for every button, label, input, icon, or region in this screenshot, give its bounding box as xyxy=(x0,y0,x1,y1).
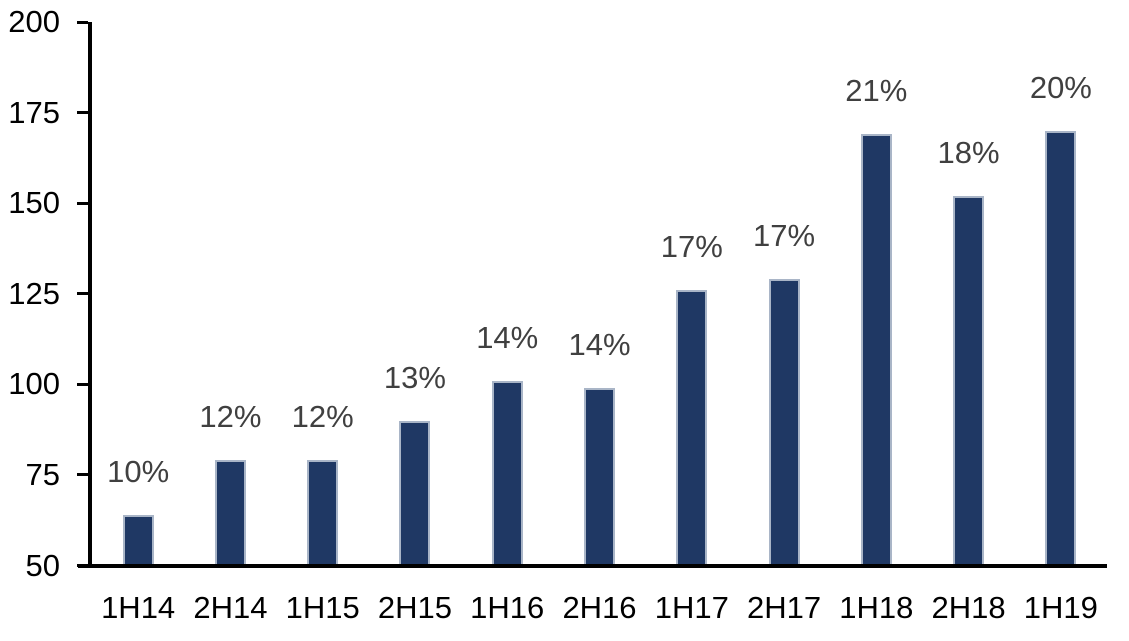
bar-1h17 xyxy=(676,290,708,566)
x-axis-label-2h15: 2H15 xyxy=(377,590,452,625)
data-label-1h16: 14% xyxy=(476,319,539,355)
bar-2h14 xyxy=(214,460,246,566)
x-axis-line xyxy=(78,563,1107,568)
x-axis-label-1h15: 1H15 xyxy=(285,590,360,625)
y-axis-tick-label: 125 xyxy=(8,275,60,311)
data-label-1h14: 10% xyxy=(107,453,170,489)
y-axis-tick xyxy=(77,292,88,296)
y-axis-tick-label: 100 xyxy=(8,366,60,402)
y-axis-tick-label: 50 xyxy=(25,547,60,583)
data-label-1h17: 17% xyxy=(660,229,723,265)
bar-1h14 xyxy=(122,514,154,566)
bar-2h17 xyxy=(768,279,800,566)
data-label-1h15: 12% xyxy=(291,399,354,435)
data-label-2h18: 18% xyxy=(937,134,1000,170)
bar-2h16 xyxy=(584,387,615,566)
data-label-2h17: 17% xyxy=(753,218,816,254)
x-axis-label-1h14: 1H14 xyxy=(101,590,176,625)
y-axis-line xyxy=(88,22,92,568)
data-label-2h14: 12% xyxy=(199,399,262,435)
data-label-2h16: 14% xyxy=(568,326,631,362)
y-axis-tick-label: 175 xyxy=(8,94,60,130)
y-axis-tick xyxy=(77,473,88,477)
x-axis-label-2h16: 2H16 xyxy=(562,590,637,625)
x-axis-label-1h17: 1H17 xyxy=(654,590,729,625)
x-axis-label-2h14: 2H14 xyxy=(193,590,268,625)
y-axis-tick-label: 75 xyxy=(25,456,60,492)
x-axis-label-1h16: 1H16 xyxy=(470,590,545,625)
data-label-1h18: 21% xyxy=(845,73,908,109)
y-axis-tick xyxy=(77,564,88,567)
y-axis-tick-label: 150 xyxy=(8,185,60,221)
bar-1h18 xyxy=(860,134,892,566)
bar-1h19 xyxy=(1045,130,1077,566)
y-axis-tick-label: 200 xyxy=(8,4,60,39)
bar-1h15 xyxy=(307,460,339,566)
x-axis-label-2h17: 2H17 xyxy=(746,590,822,625)
data-label-2h15: 13% xyxy=(383,359,446,395)
bar-1h16 xyxy=(491,380,523,566)
data-label-1h19: 20% xyxy=(1029,69,1092,105)
y-axis-tick xyxy=(77,201,88,205)
y-axis-tick xyxy=(77,111,88,115)
y-axis-tick xyxy=(77,382,88,386)
bar-2h18 xyxy=(953,195,985,566)
y-axis-tick xyxy=(77,20,88,24)
x-axis-label-1h18: 1H18 xyxy=(839,590,914,625)
x-axis-label-2h18: 2H18 xyxy=(931,590,1006,625)
bar-2h15 xyxy=(399,420,431,566)
x-axis-label-1h19: 1H19 xyxy=(1023,590,1098,625)
